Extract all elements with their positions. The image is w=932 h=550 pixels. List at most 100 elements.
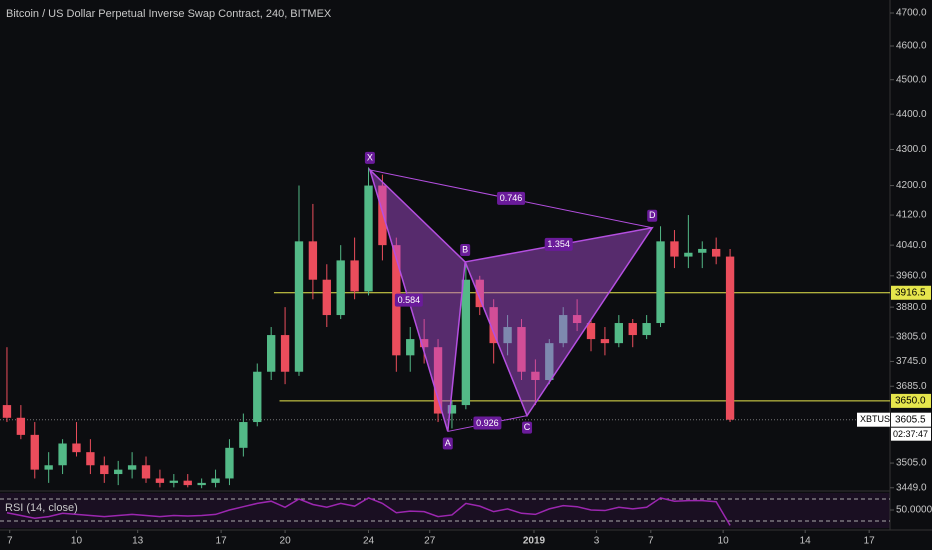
y-tick-label: 4200.0 — [896, 180, 927, 191]
candle-body — [517, 327, 526, 372]
candle-body — [169, 480, 178, 483]
point-label: B — [462, 244, 468, 254]
candle-body — [253, 371, 262, 423]
candle-body — [225, 447, 234, 479]
candle-body — [197, 482, 206, 486]
candle-body — [433, 347, 443, 414]
point-label: A — [445, 438, 451, 448]
x-tick-label: 7 — [648, 536, 654, 547]
point-box — [460, 243, 471, 256]
candle-body — [461, 279, 471, 406]
candle-body — [614, 323, 623, 344]
candle-body — [586, 323, 596, 340]
symbol-label: XBTUSD — [860, 414, 897, 424]
point-label: C — [524, 422, 531, 432]
candle-body — [725, 256, 735, 420]
candle-body — [656, 241, 665, 324]
candle-body — [600, 339, 610, 344]
price-label: 3650.0 — [895, 396, 926, 407]
point-label: D — [649, 210, 656, 220]
rsi-title: RSI (14, close) — [5, 502, 78, 514]
candle-body — [44, 465, 53, 470]
candle-body — [489, 307, 498, 344]
candle-body — [419, 339, 429, 348]
candle-body — [155, 478, 165, 483]
point-box — [522, 421, 533, 434]
x-tick-label: 24 — [363, 536, 375, 547]
point-box — [364, 151, 375, 164]
y-tick-label: 3449.0 — [896, 482, 927, 493]
candle-body — [211, 478, 220, 483]
candle-body — [406, 339, 415, 356]
x-tick-label: 7 — [7, 536, 13, 547]
y-tick-label: 3685.0 — [896, 381, 927, 392]
x-tick-label: 2019 — [523, 536, 546, 547]
candle-body — [308, 241, 318, 280]
ratio-box — [473, 416, 502, 430]
ratio-label: 0.746 — [500, 193, 523, 203]
candle-body — [72, 443, 81, 453]
x-tick-label: 17 — [864, 536, 876, 547]
y-tick-label: 3505.0 — [896, 458, 927, 469]
ratio-label: 0.584 — [398, 295, 421, 305]
last-price-box — [891, 412, 931, 427]
candle-body — [378, 185, 387, 246]
last-price-label: 3605.5 — [895, 414, 926, 425]
price-label-box — [891, 285, 931, 300]
candle-body — [86, 452, 95, 466]
x-tick-label: 10 — [71, 536, 83, 547]
ratio-label: 0.926 — [476, 418, 499, 428]
price-label-box — [891, 393, 931, 408]
x-tick-label: 10 — [718, 536, 730, 547]
candle-body — [364, 185, 373, 292]
x-tick-label: 27 — [424, 536, 436, 547]
ratio-label: 1.354 — [547, 239, 570, 249]
point-box — [442, 437, 453, 450]
candle-body — [698, 248, 707, 253]
countdown-label: 02:37:47 — [893, 429, 928, 439]
candle-body — [447, 405, 457, 414]
candle-body — [294, 241, 304, 372]
price-label: 3916.5 — [895, 287, 926, 298]
candle-body — [670, 241, 679, 257]
x-tick-label: 17 — [216, 536, 228, 547]
x-tick-label: 20 — [280, 536, 292, 547]
point-box — [647, 209, 658, 222]
y-tick-label: 4300.0 — [896, 144, 927, 155]
chart-title: Bitcoin / US Dollar Perpetual Inverse Sw… — [6, 8, 332, 20]
candle-body — [350, 260, 359, 292]
candle-body — [100, 465, 109, 475]
y-tick-label: 4040.0 — [896, 240, 927, 251]
candle-body — [475, 279, 484, 308]
candle-body — [127, 465, 137, 470]
candle-body — [280, 335, 290, 372]
candle-body — [267, 335, 276, 372]
candle-body — [16, 417, 26, 435]
candle-body — [559, 315, 568, 344]
candle-body — [572, 315, 582, 324]
y-tick-label: 3960.0 — [896, 270, 927, 281]
candle-body — [58, 443, 67, 466]
point-label: X — [367, 152, 373, 162]
ratio-box — [394, 293, 423, 307]
candle-body — [322, 279, 331, 316]
candle-body — [531, 371, 540, 381]
x-tick-label: 3 — [594, 536, 600, 547]
y-tick-label: 4120.0 — [896, 210, 927, 221]
candle-body — [30, 434, 39, 470]
candle-body — [183, 480, 192, 486]
candle-body — [642, 323, 651, 336]
candle-body — [503, 327, 512, 344]
ratio-box — [497, 191, 526, 205]
x-tick-label: 13 — [132, 536, 144, 547]
y-tick-label: 4700.0 — [896, 8, 927, 19]
y-tick-label: 3880.0 — [896, 302, 927, 313]
rsi-pane — [0, 493, 890, 528]
candle-body — [628, 323, 637, 336]
candle-body — [545, 343, 554, 381]
rsi-line — [6, 497, 731, 526]
candle-body — [712, 248, 721, 257]
y-tick-label: 4600.0 — [896, 41, 927, 52]
